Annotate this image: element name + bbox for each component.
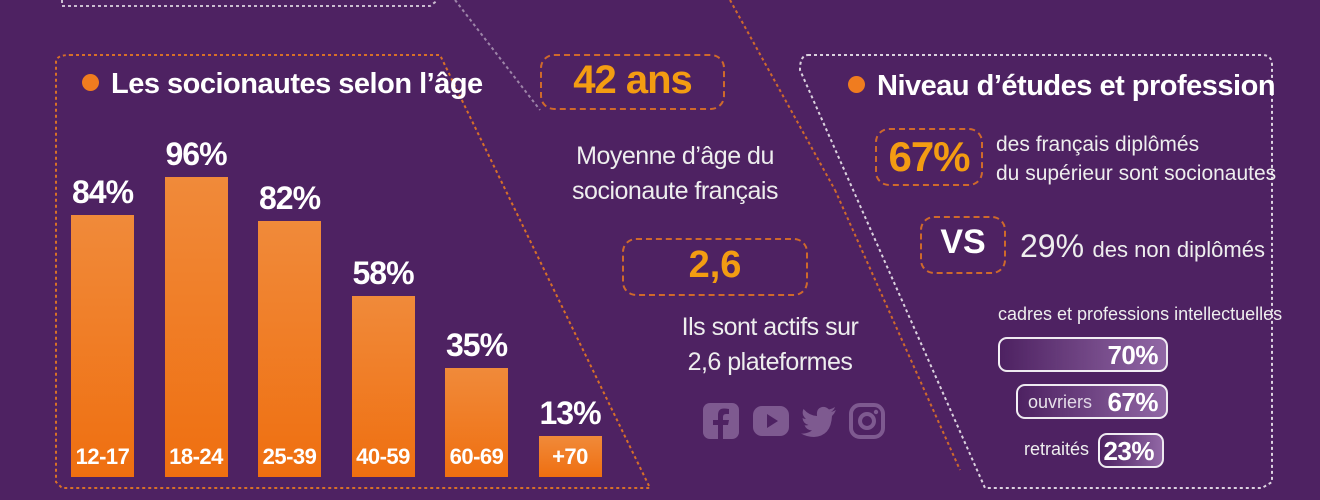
bar-value-label: 96% (165, 136, 227, 173)
bar-+70 (538, 436, 602, 477)
bar-value-label: 58% (352, 255, 414, 292)
platforms-caption-line2: 2,6 plateformes (687, 348, 853, 376)
education-section-title: Niveau d’études et profession (848, 70, 1276, 103)
average-age-box (540, 54, 725, 110)
age-section-title: Les socionautes selon l’âge (82, 68, 483, 101)
profession-value-retraites: 23% (1103, 436, 1154, 466)
profession-bar-retraites: 23% (1098, 433, 1164, 468)
bar-25-39 (258, 221, 321, 477)
facebook-icon (703, 403, 739, 439)
non-graduates-value: 29% (1020, 228, 1085, 264)
bullet-dot-icon (848, 76, 865, 93)
graduates-box (875, 128, 983, 186)
average-age-caption: Moyenne d’âge du socionaute français (520, 139, 830, 209)
average-age-caption-line2: socionaute français (572, 177, 778, 205)
average-age-value: 42 ans (573, 58, 693, 102)
bar-value-label: 84% (71, 173, 134, 210)
age-section-title-text: Les socionautes selon l’âge (111, 68, 483, 100)
twitter-icon (801, 406, 836, 437)
platforms-value: 2,6 (688, 244, 742, 286)
vs-box (920, 216, 1006, 274)
profession-value-cadres: 70% (1107, 340, 1158, 370)
vs-label: VS (940, 223, 986, 261)
graduates-value: 67% (888, 133, 970, 180)
graduates-text-line2: du supérieur sont socionautes (996, 162, 1277, 185)
bar-40-59 (351, 296, 415, 477)
bar-value-label: 82% (258, 180, 321, 217)
bar-60-69 (445, 367, 508, 477)
education-section-title-text: Niveau d’études et profession (877, 70, 1276, 102)
bullet-dot-icon (82, 74, 99, 91)
bar-18-24 (164, 177, 228, 477)
bar-category-label: 40-59 (356, 444, 410, 469)
platforms-caption: Ils sont actifs sur 2,6 plateformes (620, 310, 920, 380)
profession-label-cadres: cadres et professions intellectuelles (998, 304, 1283, 324)
bar-value-label: 35% (445, 326, 508, 363)
graduates-text: des français diplômés du supérieur sont … (996, 130, 1276, 188)
bar-category-label: 25-39 (262, 444, 317, 469)
instagram-icon (849, 403, 885, 439)
profession-bar-cadres: 70% (998, 337, 1168, 372)
platforms-box (622, 238, 808, 296)
bar-category-label: 60-69 (449, 444, 504, 469)
bar-value-label: 13% (539, 395, 601, 432)
bar-category-label: +70 (552, 444, 588, 469)
profession-label-retraites: retraités (1024, 439, 1090, 459)
youtube-icon (753, 406, 789, 436)
profession-bar-ouvriers: 67% (1016, 384, 1168, 419)
bar-category-label: 18-24 (169, 444, 223, 469)
profession-value-ouvriers: 67% (1107, 387, 1158, 417)
average-age-caption-line1: Moyenne d’âge du (576, 142, 774, 170)
graduates-text-line1: des français diplômés (996, 133, 1200, 156)
bar-category-label: 12-17 (75, 444, 130, 469)
platforms-caption-line1: Ils sont actifs sur (681, 313, 859, 341)
non-graduates-text: des non diplômés (1092, 237, 1265, 262)
bar-12-17 (71, 214, 134, 477)
non-graduates: 29% des non diplômés (1020, 228, 1265, 265)
